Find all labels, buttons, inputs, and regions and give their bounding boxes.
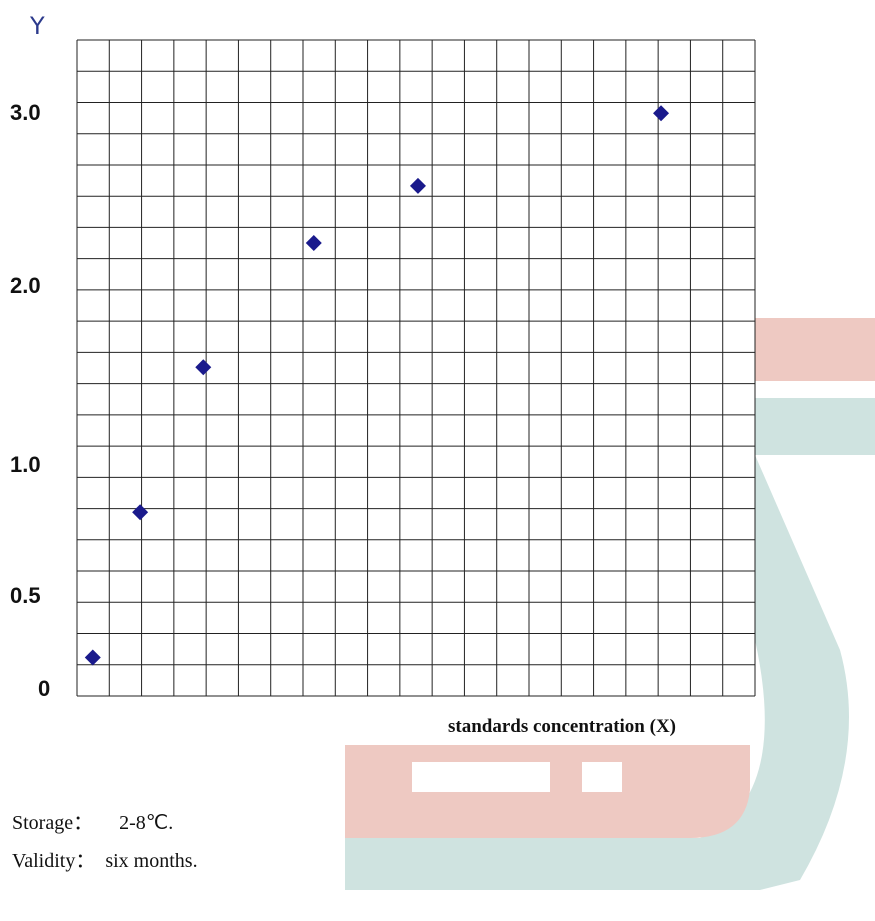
y-tick-label: 3.0 xyxy=(10,100,41,125)
y-tick-label: 0 xyxy=(38,676,51,701)
data-point-marker xyxy=(132,504,149,521)
validity-row: Validity： six months. xyxy=(12,844,198,873)
data-point-marker xyxy=(84,649,101,666)
y-tick-label: 0.5 xyxy=(10,583,41,608)
data-point-marker xyxy=(195,359,212,376)
validity-value: six months. xyxy=(105,850,198,872)
validity-label: Validity： xyxy=(12,850,96,872)
y-tick-label: 1.0 xyxy=(10,452,41,477)
watermark-shape xyxy=(755,318,875,381)
storage-label: Storage： xyxy=(12,812,94,834)
data-point-marker xyxy=(653,105,670,122)
data-point-marker xyxy=(409,177,426,194)
y-axis-label: Y xyxy=(30,12,45,40)
storage-row: Storage： 2-8℃. xyxy=(12,806,173,835)
watermark-shape xyxy=(412,762,550,792)
storage-value: 2-8℃. xyxy=(119,812,174,834)
y-tick-label: 2.0 xyxy=(10,273,41,298)
x-axis-label: standards concentration (X) xyxy=(448,716,676,737)
watermark-shape xyxy=(755,398,875,455)
data-point-marker xyxy=(305,235,322,252)
watermark-shape xyxy=(582,762,622,792)
watermark-shape xyxy=(345,455,849,890)
